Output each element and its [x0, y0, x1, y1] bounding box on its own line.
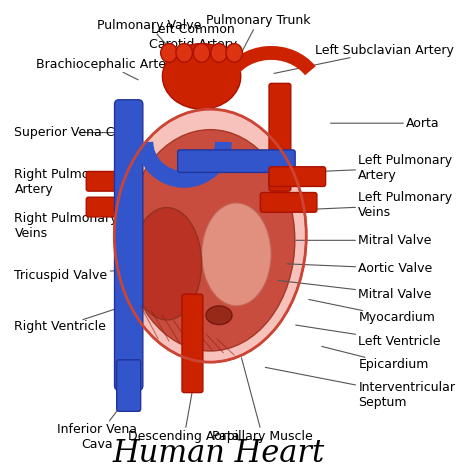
Ellipse shape: [206, 306, 232, 325]
Text: Tricuspid Valve: Tricuspid Valve: [14, 269, 138, 282]
Text: Aortic Valve: Aortic Valve: [287, 262, 432, 275]
Text: Pulmonary Trunk: Pulmonary Trunk: [206, 14, 310, 60]
FancyBboxPatch shape: [115, 100, 143, 390]
Text: Inferior Vena
Cava: Inferior Vena Cava: [57, 388, 137, 451]
Ellipse shape: [126, 130, 295, 351]
Ellipse shape: [176, 44, 192, 62]
Text: Mitral Valve: Mitral Valve: [296, 234, 432, 247]
Text: Left Subclavian Artery: Left Subclavian Artery: [274, 44, 454, 73]
Text: Descending Aorta: Descending Aorta: [128, 391, 240, 443]
Ellipse shape: [193, 44, 210, 62]
Text: Mitral Valve: Mitral Valve: [278, 281, 432, 301]
Text: Papillary Muscle: Papillary Muscle: [212, 358, 313, 443]
FancyBboxPatch shape: [178, 150, 295, 173]
Ellipse shape: [201, 203, 271, 306]
Ellipse shape: [211, 44, 227, 62]
FancyBboxPatch shape: [182, 294, 203, 392]
FancyBboxPatch shape: [260, 192, 317, 212]
Text: Right Pulmonary
Artery: Right Pulmonary Artery: [14, 168, 129, 196]
Text: Left Common
Carotid Artery: Left Common Carotid Artery: [149, 23, 237, 67]
FancyBboxPatch shape: [269, 167, 326, 186]
Text: Human Heart: Human Heart: [113, 438, 325, 469]
Text: Myocardium: Myocardium: [309, 300, 435, 324]
Text: Right Ventricle: Right Ventricle: [14, 304, 129, 334]
Ellipse shape: [114, 109, 306, 362]
Text: Pulmonary Valve: Pulmonary Valve: [97, 19, 201, 58]
Ellipse shape: [132, 208, 201, 320]
Text: Aorta: Aorta: [330, 117, 440, 130]
Ellipse shape: [161, 44, 177, 62]
Text: Left Pulmonary
Veins: Left Pulmonary Veins: [300, 191, 452, 219]
Text: Left Ventricle: Left Ventricle: [296, 325, 441, 347]
Text: Interventricular
Septum: Interventricular Septum: [265, 367, 455, 409]
Text: Superior Vena Cava: Superior Vena Cava: [14, 126, 138, 139]
Text: Right Pulmonary
Veins: Right Pulmonary Veins: [14, 212, 123, 240]
Text: Brachiocephalic Artery: Brachiocephalic Artery: [36, 58, 179, 80]
FancyBboxPatch shape: [86, 172, 128, 191]
FancyBboxPatch shape: [269, 83, 291, 191]
Ellipse shape: [163, 44, 241, 109]
FancyBboxPatch shape: [117, 360, 141, 411]
Text: Epicardium: Epicardium: [322, 346, 428, 371]
FancyBboxPatch shape: [86, 197, 128, 217]
Ellipse shape: [226, 44, 243, 62]
Text: Left Pulmonary
Artery: Left Pulmonary Artery: [300, 154, 452, 182]
